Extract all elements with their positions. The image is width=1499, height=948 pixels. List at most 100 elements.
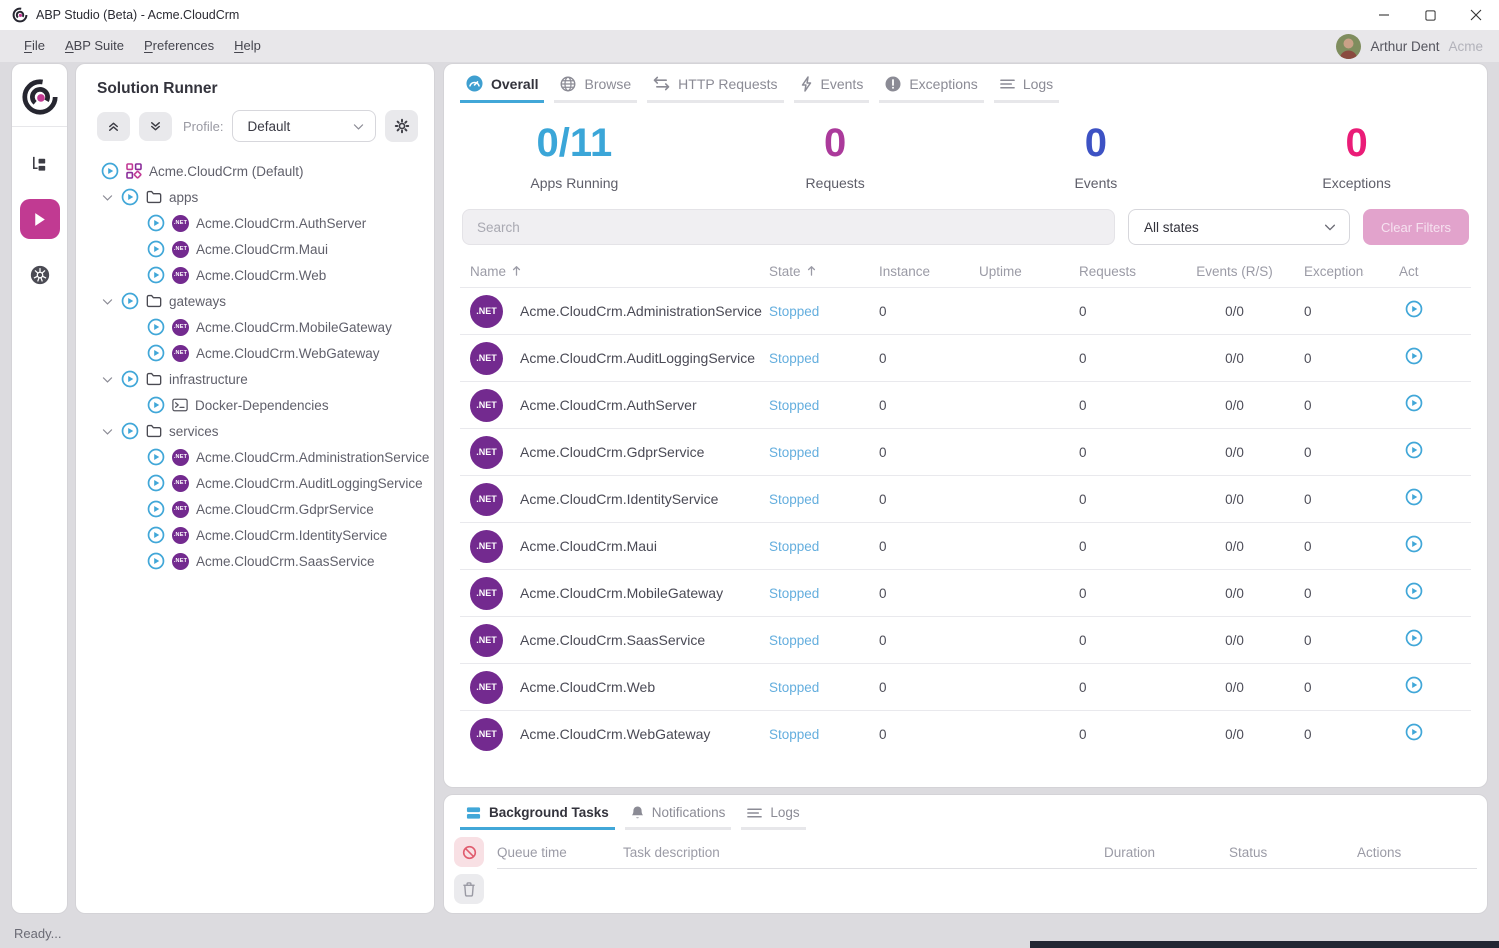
start-service-button[interactable]	[1405, 441, 1427, 463]
tree-item-acme-cloudcrm-default[interactable]: Acme.CloudCrm (Default)	[76, 158, 434, 184]
start-service-button[interactable]	[1405, 300, 1427, 322]
tree-item-acme-cloudcrm-auditloggingservice[interactable]: .NET Acme.CloudCrm.AuditLoggingService	[76, 470, 434, 496]
chevron-down-icon[interactable]	[101, 191, 114, 204]
tree-item-infrastructure[interactable]: infrastructure	[76, 366, 434, 392]
start-service-button[interactable]	[1405, 676, 1427, 698]
run-icon[interactable]	[101, 162, 119, 180]
column-header-events-r-s[interactable]: Events (R/S)	[1179, 264, 1304, 279]
start-service-button[interactable]	[1405, 347, 1427, 369]
close-button[interactable]	[1453, 0, 1499, 30]
user-menu[interactable]: Arthur Dent Acme	[1336, 33, 1483, 59]
expand-all-button[interactable]	[139, 111, 172, 141]
tree-item-apps[interactable]: apps	[76, 184, 434, 210]
column-header-state[interactable]: State	[769, 264, 879, 279]
run-icon[interactable]	[147, 318, 165, 336]
search-input[interactable]	[462, 209, 1115, 245]
run-icon[interactable]	[147, 526, 165, 544]
service-row[interactable]: .NET Acme.CloudCrm.MobileGateway Stopped 0 0…	[460, 569, 1471, 616]
profile-select[interactable]: Default	[232, 110, 376, 142]
service-row[interactable]: .NET Acme.CloudCrm.AuditLoggingService Sto…	[460, 334, 1471, 381]
tree-item-acme-cloudcrm-web[interactable]: .NET Acme.CloudCrm.Web	[76, 262, 434, 288]
run-icon[interactable]	[121, 422, 139, 440]
start-service-button[interactable]	[1405, 582, 1427, 604]
column-header-exceptions[interactable]: Exceptions	[1304, 264, 1399, 279]
run-icon[interactable]	[147, 500, 165, 518]
tab-browse[interactable]: Browse	[554, 64, 638, 103]
tree-item-acme-cloudcrm-maui[interactable]: .NET Acme.CloudCrm.Maui	[76, 236, 434, 262]
tree-item-acme-cloudcrm-authserver[interactable]: .NET Acme.CloudCrm.AuthServer	[76, 210, 434, 236]
run-icon[interactable]	[121, 292, 139, 310]
chevron-down-icon[interactable]	[101, 295, 114, 308]
tab-overall[interactable]: Overall	[460, 64, 545, 103]
tab-exceptions[interactable]: Exceptions	[879, 64, 984, 103]
service-name: Acme.CloudCrm.AuditLoggingService	[520, 350, 755, 366]
start-service-button[interactable]	[1405, 535, 1427, 557]
service-row[interactable]: .NET Acme.CloudCrm.GdprService Stopped 0 0 0/…	[460, 428, 1471, 475]
service-name-cell: .NET Acme.CloudCrm.AdministrationService	[470, 294, 769, 328]
bottom-tab-background-tasks[interactable]: Background Tasks	[460, 795, 615, 830]
tree-item-acme-cloudcrm-webgateway[interactable]: .NET Acme.CloudCrm.WebGateway	[76, 340, 434, 366]
run-icon[interactable]	[147, 448, 165, 466]
start-service-button[interactable]	[1405, 394, 1427, 416]
service-name-cell: .NET Acme.CloudCrm.Web	[470, 670, 769, 704]
tree-item-services[interactable]: services	[76, 418, 434, 444]
run-icon[interactable]	[147, 266, 165, 284]
run-icon[interactable]	[121, 188, 139, 206]
requests-cell: 0	[1079, 397, 1087, 413]
run-icon[interactable]	[147, 214, 165, 232]
minimize-button[interactable]	[1361, 0, 1407, 30]
run-icon[interactable]	[147, 240, 165, 258]
clear-filters-button[interactable]: Clear Filters	[1363, 209, 1469, 245]
service-row[interactable]: .NET Acme.CloudCrm.AuthServer Stopped 0 0 0/0…	[460, 381, 1471, 428]
run-icon[interactable]	[147, 552, 165, 570]
state-filter-select[interactable]: All states	[1128, 209, 1350, 245]
dotnet-icon: .NET	[172, 240, 189, 258]
menu-help[interactable]: Help	[234, 38, 261, 53]
tab-http-requests[interactable]: HTTP Requests	[647, 64, 784, 103]
column-header-uptime[interactable]: Uptime	[979, 264, 1079, 279]
kubernetes-icon[interactable]	[20, 255, 60, 295]
chevron-down-icon[interactable]	[101, 425, 114, 438]
run-icon[interactable]	[121, 370, 139, 388]
bottom-tab-notifications[interactable]: Notifications	[624, 795, 732, 830]
start-service-button[interactable]	[1405, 629, 1427, 651]
menu-abp-suite[interactable]: ABP Suite	[64, 38, 124, 53]
cancel-tasks-button[interactable]	[454, 837, 484, 867]
tab-logs[interactable]: Logs	[993, 64, 1060, 103]
run-icon[interactable]	[147, 344, 165, 362]
clear-tasks-button[interactable]	[454, 874, 484, 904]
tree-item-docker-dependencies[interactable]: Docker-Dependencies	[76, 392, 434, 418]
column-header-name[interactable]: Name	[470, 264, 769, 279]
service-row[interactable]: .NET Acme.CloudCrm.AdministrationService S…	[460, 287, 1471, 334]
run-icon[interactable]	[147, 396, 165, 414]
column-header-act[interactable]: Act	[1399, 264, 1461, 279]
profile-settings-button[interactable]	[385, 110, 418, 142]
tree-item-acme-cloudcrm-gdprservice[interactable]: .NET Acme.CloudCrm.GdprService	[76, 496, 434, 522]
column-header-instance[interactable]: Instance	[879, 264, 979, 279]
column-header-requests[interactable]: Requests	[1079, 264, 1179, 279]
solution-runner-icon[interactable]	[19, 199, 60, 239]
tree-item-acme-cloudcrm-identityservice[interactable]: .NET Acme.CloudCrm.IdentityService	[76, 522, 434, 548]
service-row[interactable]: .NET Acme.CloudCrm.IdentityService Stopped…	[460, 475, 1471, 522]
tree-item-gateways[interactable]: gateways	[76, 288, 434, 314]
tree-item-acme-cloudcrm-mobilegateway[interactable]: .NET Acme.CloudCrm.MobileGateway	[76, 314, 434, 340]
service-row[interactable]: .NET Acme.CloudCrm.WebGateway Stopped 0 0 0/0…	[460, 710, 1471, 757]
start-service-button[interactable]	[1405, 488, 1427, 510]
collapse-all-button[interactable]	[97, 111, 130, 141]
service-row[interactable]: .NET Acme.CloudCrm.SaasService Stopped 0 0 0/…	[460, 616, 1471, 663]
tab-events[interactable]: Events	[793, 64, 870, 103]
service-row[interactable]: .NET Acme.CloudCrm.Maui Stopped 0 0 0/0 0	[460, 522, 1471, 569]
menu-file[interactable]: File	[24, 38, 45, 53]
tree-item-acme-cloudcrm-administrationservice[interactable]: .NET Acme.CloudCrm.AdministrationService	[76, 444, 434, 470]
maximize-button[interactable]	[1407, 0, 1453, 30]
globe-icon	[560, 76, 576, 92]
menu-preferences[interactable]: Preferences	[144, 38, 215, 53]
tree-item-acme-cloudcrm-saasservice[interactable]: .NET Acme.CloudCrm.SaasService	[76, 548, 434, 574]
run-icon[interactable]	[147, 474, 165, 492]
start-service-button[interactable]	[1405, 723, 1427, 745]
service-row[interactable]: .NET Acme.CloudCrm.Web Stopped 0 0 0/0 0	[460, 663, 1471, 710]
bottom-tab-logs[interactable]: Logs	[741, 795, 806, 830]
bt-column-header-task-description: Task description	[623, 845, 1104, 860]
solution-explorer-icon[interactable]	[20, 143, 60, 183]
chevron-down-icon[interactable]	[101, 373, 114, 386]
